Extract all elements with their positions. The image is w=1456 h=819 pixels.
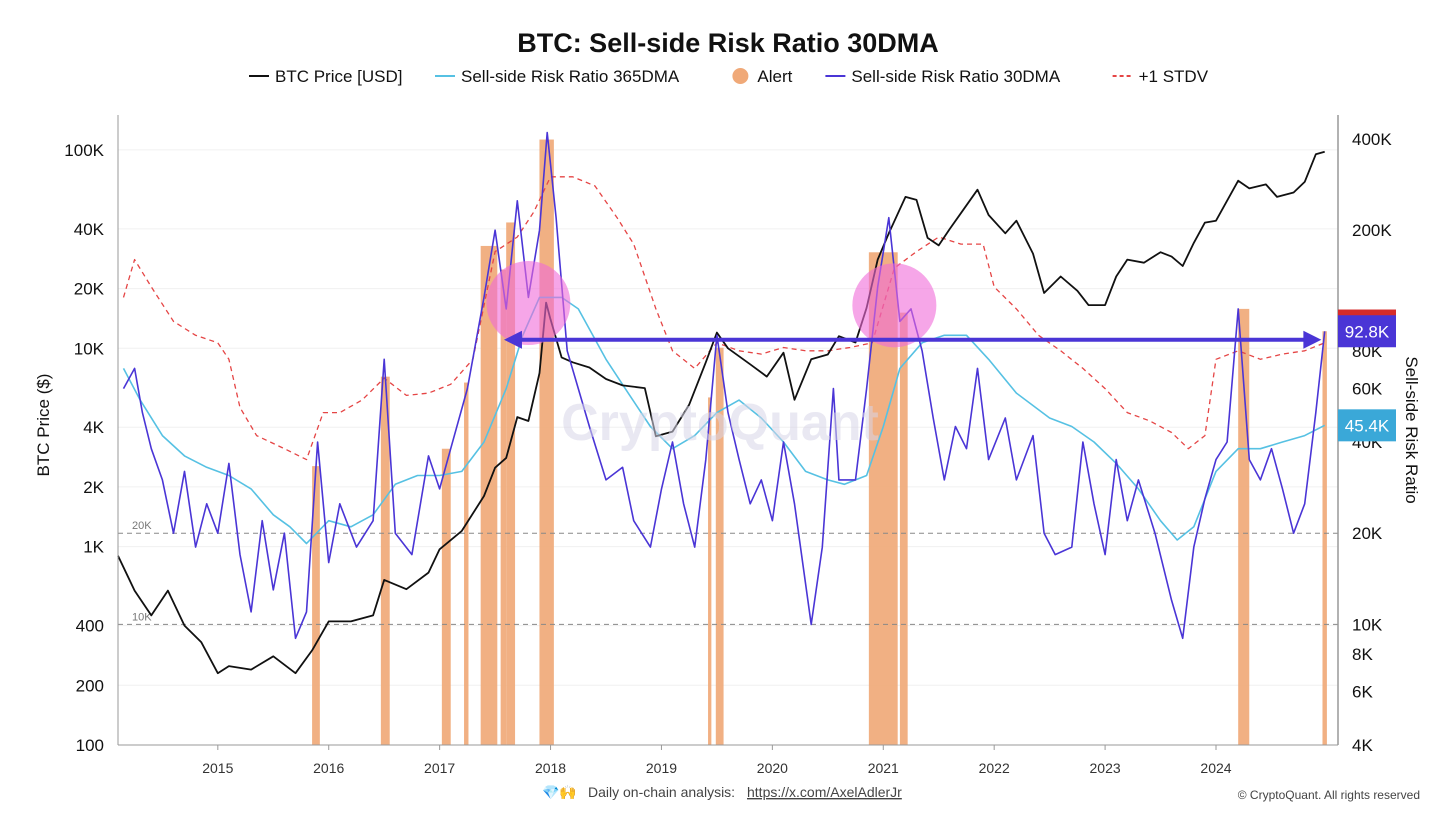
y-left-tick-label: 100K xyxy=(64,141,104,160)
alert-band xyxy=(312,466,320,745)
highlight-circle-2 xyxy=(852,263,937,348)
footer-link[interactable]: https://x.com/AxelAdlerJr xyxy=(747,784,902,800)
alert-band xyxy=(899,312,908,745)
x-tick-label: 2023 xyxy=(1090,760,1121,776)
series-line-1-stdv xyxy=(122,176,1325,461)
y-left-tick-label: 4K xyxy=(83,418,104,437)
x-tick-label: 2018 xyxy=(535,760,566,776)
double-arrow xyxy=(503,330,1322,349)
axes: 1002004001K2K4K10K20K40K100K4K6K8K10K20K… xyxy=(64,115,1392,776)
arrow-head-right xyxy=(1303,330,1322,349)
alert-band xyxy=(506,222,516,745)
legend-label-btc-price-usd: BTC Price [USD] xyxy=(275,67,403,86)
value-badges: 92.8K 45.4K xyxy=(1338,309,1396,442)
x-tick-label: 2017 xyxy=(424,760,455,776)
y-axis-left-label: BTC Price ($) xyxy=(34,374,53,477)
x-tick-label: 2016 xyxy=(313,760,344,776)
chart-title: BTC: Sell-side Risk Ratio 30DMA xyxy=(517,28,939,58)
alert-band xyxy=(464,382,469,745)
legend-label-sell-side-risk-ratio-30dma: Sell-side Risk Ratio 30DMA xyxy=(851,67,1060,86)
y-left-tick-label: 1K xyxy=(83,538,104,557)
footer-emoji: 💎🙌 xyxy=(542,784,577,800)
badge-bg xyxy=(1338,409,1396,442)
alert-band xyxy=(539,139,554,745)
badge-label: 92.8K xyxy=(1345,322,1390,341)
x-tick-label: 2015 xyxy=(202,760,233,776)
alert-band xyxy=(1322,331,1327,745)
alert-band xyxy=(715,347,724,745)
alert-band xyxy=(1238,308,1250,745)
footer-prefix: Daily on-chain analysis: xyxy=(588,784,735,800)
series-lines xyxy=(117,131,1326,675)
y-left-tick-label: 2K xyxy=(83,478,104,497)
y-left-tick-label: 100 xyxy=(76,736,104,755)
legend: BTC Price [USD] Sell-side Risk Ratio 365D… xyxy=(249,67,1209,86)
legend-label-alert: Alert xyxy=(757,67,792,86)
x-tick-label: 2022 xyxy=(979,760,1010,776)
alert-band xyxy=(480,245,498,746)
footer: 💎🙌 Daily on-chain analysis: https://x.co… xyxy=(542,784,1420,802)
legend-label-sell-side-risk-ratio-365dma: Sell-side Risk Ratio 365DMA xyxy=(461,67,680,86)
reference-label-10k: 10K xyxy=(132,611,152,623)
y-right-tick-label: 60K xyxy=(1352,380,1383,399)
reference-lines: 20K 10K xyxy=(118,520,1338,625)
x-tick-label: 2024 xyxy=(1200,760,1231,776)
reference-label-20k: 20K xyxy=(132,520,152,532)
highlight-circle-1 xyxy=(486,261,571,346)
y-right-tick-label: 4K xyxy=(1352,736,1373,755)
alert-band xyxy=(380,376,390,745)
y-right-tick-label: 20K xyxy=(1352,524,1383,543)
legend-label-1-stdv: +1 STDV xyxy=(1139,67,1209,86)
series-line-sell-side-risk-ratio-365dma xyxy=(122,296,1326,545)
red-level-marker xyxy=(1338,309,1396,318)
alert-band xyxy=(708,397,712,745)
x-tick-label: 2019 xyxy=(646,760,677,776)
y-axis-right-label: Sell-side Risk Ratio xyxy=(1402,356,1421,503)
y-left-tick-label: 400 xyxy=(76,617,104,636)
y-left-tick-label: 40K xyxy=(74,220,105,239)
copyright: © CryptoQuant. All rights reserved xyxy=(1238,788,1420,802)
y-right-tick-label: 10K xyxy=(1352,615,1383,634)
y-right-tick-label: 400K xyxy=(1352,130,1392,149)
y-left-tick-label: 200 xyxy=(76,676,104,695)
y-left-tick-label: 20K xyxy=(74,280,105,299)
x-tick-label: 2020 xyxy=(757,760,788,776)
arrow-head-left xyxy=(503,330,522,349)
y-right-tick-label: 6K xyxy=(1352,683,1373,702)
badge-45-4k: 45.4K xyxy=(1338,409,1396,442)
alert-band xyxy=(441,448,451,745)
y-left-tick-label: 10K xyxy=(74,339,105,358)
series-line-sell-side-risk-ratio-30dma xyxy=(122,131,1326,640)
badge-label: 45.4K xyxy=(1345,416,1390,435)
alert-band xyxy=(500,269,507,745)
y-right-tick-label: 200K xyxy=(1352,221,1392,240)
x-tick-label: 2021 xyxy=(868,760,899,776)
y-right-tick-label: 8K xyxy=(1352,645,1373,664)
highlight-circles xyxy=(486,261,937,348)
series-line-btc-price-usd xyxy=(117,150,1325,675)
legend-marker-alert xyxy=(732,68,749,84)
badge-bg xyxy=(1338,315,1396,348)
watermark: CryptoQuant xyxy=(561,394,879,452)
badge-92-8k: 92.8K xyxy=(1338,315,1396,348)
